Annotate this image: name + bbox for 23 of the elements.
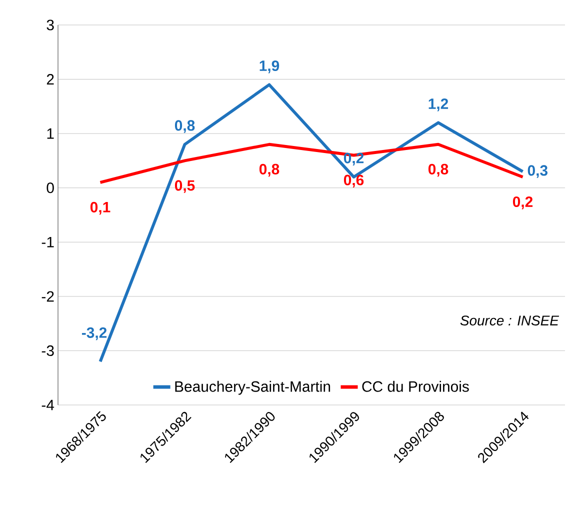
data-label: 0,8: [259, 164, 280, 177]
data-label: 1,9: [260, 60, 280, 74]
y-tick-label: -1: [42, 236, 54, 248]
data-label: 0,8: [428, 164, 448, 177]
y-tick-label: 2: [46, 74, 54, 84]
data-label: 0,2: [512, 196, 533, 210]
y-tick-label: -4: [42, 400, 54, 410]
data-label: 0,5: [174, 180, 195, 193]
data-label: 1,2: [428, 98, 448, 112]
y-tick-label: 3: [46, 20, 54, 30]
y-tick-label: 1: [47, 128, 54, 139]
data-label: 0,8: [174, 120, 195, 133]
y-tick-label: -3: [42, 345, 54, 356]
data-label: 0,3: [528, 165, 548, 178]
data-label: 0,2: [344, 152, 364, 166]
annotation: Source : INSEE: [460, 316, 560, 326]
y-tick-label: 0: [46, 182, 54, 194]
y-tick-label: -2: [42, 291, 54, 302]
legend-label: Beauchery-Saint-Martin: [175, 380, 330, 395]
legend-label: CC du Provinois: [362, 380, 469, 392]
data-label: 0,6: [344, 174, 364, 188]
data-label: 0,1: [90, 202, 110, 215]
data-label: -3,2: [82, 327, 107, 340]
